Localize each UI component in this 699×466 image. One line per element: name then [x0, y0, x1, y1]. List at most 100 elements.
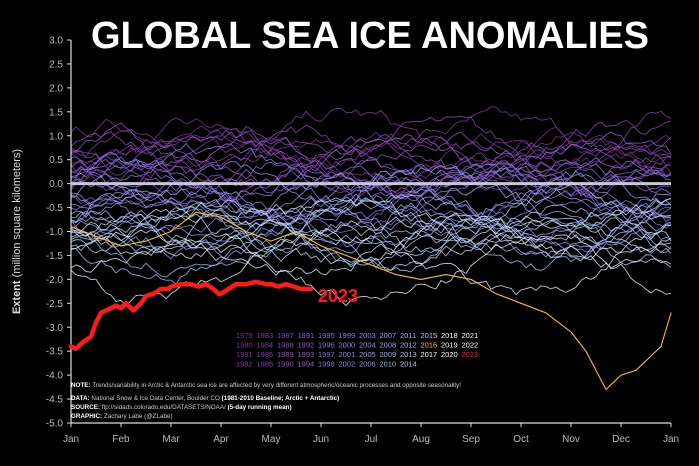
legend-year-2023: 2023 — [462, 350, 479, 359]
legend-year-1997: 1997 — [318, 350, 335, 359]
year-line-2007 — [70, 120, 672, 195]
graphic-line-part: GRAPHIC: — [71, 413, 102, 420]
year-line-1979 — [70, 125, 672, 184]
y-tick-label: 0.5 — [49, 155, 63, 166]
legend-year-2019: 2019 — [441, 341, 458, 350]
highlight-lines: 2023 — [68, 211, 672, 391]
legend-year-1999: 1999 — [339, 331, 356, 340]
legend-year-2004: 2004 — [359, 341, 376, 350]
x-tick-label: Jul — [365, 434, 378, 445]
x-tick-label: Jan — [663, 434, 679, 445]
year-line-1989 — [70, 188, 672, 260]
y-tick-label: -2.5 — [46, 299, 64, 310]
year-line-2005 — [70, 193, 672, 251]
y-tick-label: -4.0 — [46, 371, 64, 382]
legend-year-2014: 2014 — [400, 360, 417, 369]
year-line-1986 — [70, 211, 672, 268]
year-line-2004 — [70, 167, 672, 233]
legend-year-1987: 1987 — [277, 331, 294, 340]
x-tick-label: May — [262, 434, 281, 445]
year-line-2000 — [70, 156, 672, 221]
series-label-2023: 2023 — [318, 286, 358, 306]
legend-year-2016: 2016 — [421, 341, 438, 350]
year-line-2016 — [70, 151, 672, 219]
year-line-1987 — [70, 130, 672, 166]
year-line-1998 — [70, 214, 672, 261]
year-line-1995 — [70, 107, 672, 195]
note-line-part: NOTE: — [71, 382, 91, 389]
legend-year-1984: 1984 — [257, 341, 274, 350]
x-tick-label: Apr — [213, 434, 229, 445]
year-line-2013 — [70, 199, 672, 249]
source-line-part: SOURCE: — [71, 404, 100, 411]
legend-year-2008: 2008 — [380, 341, 397, 350]
y-axis-label: Extent (million square kilometers) — [11, 149, 23, 314]
note-line: NOTE: Trends/variability in Arctic & Ant… — [71, 382, 461, 389]
legend-year-1988: 1988 — [277, 341, 294, 350]
year-line-1994 — [70, 197, 672, 256]
legend-year-1992: 1992 — [298, 341, 315, 350]
graphic-line: GRAPHIC: Zachary Labe (@ZLabe) — [71, 413, 173, 420]
source-line-part: (5-day running mean) — [228, 404, 292, 411]
year-line-2010 — [70, 233, 672, 307]
legend-year-2012: 2012 — [400, 341, 417, 350]
legend-year-2022: 2022 — [462, 341, 479, 350]
legend-year-1979: 1979 — [236, 331, 253, 340]
legend-year-2015: 2015 — [421, 331, 438, 340]
source-line-part: ftp://sidads.colorado.edu/DATASETS/NOAA/ — [100, 404, 228, 411]
y-axis-label-rest: (million square kilometers) — [11, 149, 23, 280]
legend-year-2002: 2002 — [339, 360, 356, 369]
legend-year-2006: 2006 — [359, 360, 376, 369]
legend-year-2007: 2007 — [380, 331, 397, 340]
year-legend: 1979 1983 1987 1991 1995 1999 2003 2007 2011 2015… — [236, 331, 478, 369]
legend-year-1985: 1985 — [257, 350, 274, 359]
x-tick-label: Jan — [63, 434, 79, 445]
x-tick-label: Mar — [162, 434, 180, 445]
legend-year-1994: 1994 — [298, 360, 315, 369]
y-tick-label: -4.5 — [46, 395, 64, 406]
legend-year-2021: 2021 — [462, 331, 479, 340]
x-tick-label: Aug — [412, 434, 430, 445]
note-line-part: Trends/variability in Arctic & Antarctic… — [91, 382, 462, 389]
legend-year-2017: 2017 — [421, 350, 438, 359]
y-tick-label: 3.0 — [49, 36, 63, 47]
legend-year-2001: 2001 — [339, 350, 356, 359]
year-line-2003 — [70, 136, 672, 172]
y-tick-label: -1.0 — [46, 227, 64, 238]
year-line-2017 — [70, 221, 672, 285]
legend-year-2018: 2018 — [441, 331, 458, 340]
legend-year-1986: 1986 — [257, 360, 274, 369]
axes: 3.0 2.5 2.0 1.5 1.0 0.5 0.0 -0.5 -1.0 -1.5 -2.0 -2.… — [11, 36, 679, 446]
x-tick-label: Oct — [513, 434, 529, 445]
legend-year-2003: 2003 — [359, 331, 376, 340]
y-tick-label: -0.5 — [46, 203, 64, 214]
y-tick-label: -2.0 — [46, 275, 64, 286]
x-tick-label: Feb — [112, 434, 130, 445]
legend-year-2011: 2011 — [400, 331, 416, 340]
y-tick-label: 2.5 — [49, 59, 63, 70]
data-line-part: DATA: — [71, 395, 90, 402]
year-line-1985 — [70, 187, 672, 248]
legend-year-1998: 1998 — [318, 360, 335, 369]
legend-year-1982: 1982 — [236, 360, 253, 369]
y-tick-label: 0.0 — [49, 179, 63, 190]
x-tick-label: Sep — [462, 434, 480, 445]
legend-year-1989: 1989 — [277, 350, 294, 359]
year-line-2006 — [70, 227, 672, 307]
x-tick-label: Dec — [612, 434, 630, 445]
y-tick-label: 2.0 — [49, 83, 63, 94]
y-axis-label-bold: Extent — [11, 280, 23, 314]
legend-year-1993: 1993 — [298, 350, 315, 359]
legend-year-2000: 2000 — [339, 341, 356, 350]
legend-year-1983: 1983 — [257, 331, 274, 340]
data-line: DATA: National Snow & Ice Data Center, B… — [71, 395, 339, 402]
legend-year-1990: 1990 — [277, 360, 294, 369]
y-tick-label: 1.0 — [49, 131, 63, 142]
year-line-1982 — [70, 197, 672, 254]
legend-year-2020: 2020 — [441, 350, 458, 359]
legend-year-2010: 2010 — [380, 360, 397, 369]
year-line-1990 — [70, 208, 672, 271]
x-tick-label: Nov — [562, 434, 580, 445]
historical-year-lines — [70, 106, 672, 307]
data-line-part: (1981-2010 Baseline; Arctic + Antarctic) — [222, 395, 340, 402]
